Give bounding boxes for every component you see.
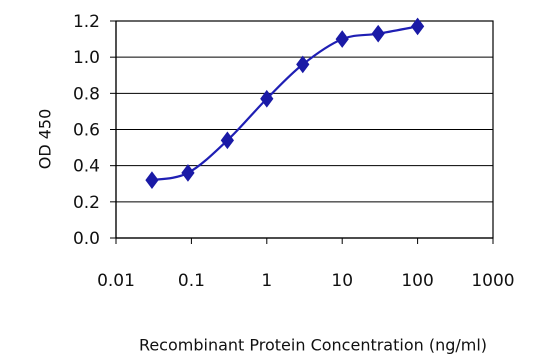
data-point-marker: [410, 17, 425, 36]
data-point-marker: [145, 171, 159, 189]
data-point-marker: [220, 131, 234, 150]
y-tick-label: 0.8: [73, 84, 100, 104]
y-tick-label: 1.2: [73, 12, 100, 32]
data-point-marker: [335, 30, 349, 48]
x-tick-label: 1000: [471, 271, 514, 291]
y-tick-label: 0.4: [73, 157, 100, 177]
y-tick-label: 0.0: [73, 229, 100, 249]
x-axis-title: Recombinant Protein Concentration (ng/ml…: [139, 336, 487, 355]
data-point-marker: [260, 89, 274, 108]
x-tick-label: 0.1: [178, 271, 205, 291]
data-point-marker: [181, 164, 195, 182]
x-tick-label: 10: [331, 271, 353, 291]
data-point-marker: [296, 55, 310, 74]
x-tick-label: 0.01: [97, 271, 135, 291]
y-tick-label: 0.2: [73, 193, 100, 213]
data-point-marker: [371, 24, 385, 43]
y-tick-label: 0.6: [73, 121, 100, 141]
x-tick-label: 1: [261, 271, 272, 291]
y-tick-label: 1.0: [73, 48, 100, 68]
x-tick-label: 100: [401, 271, 433, 291]
y-axis-title: OD 450: [36, 109, 55, 170]
